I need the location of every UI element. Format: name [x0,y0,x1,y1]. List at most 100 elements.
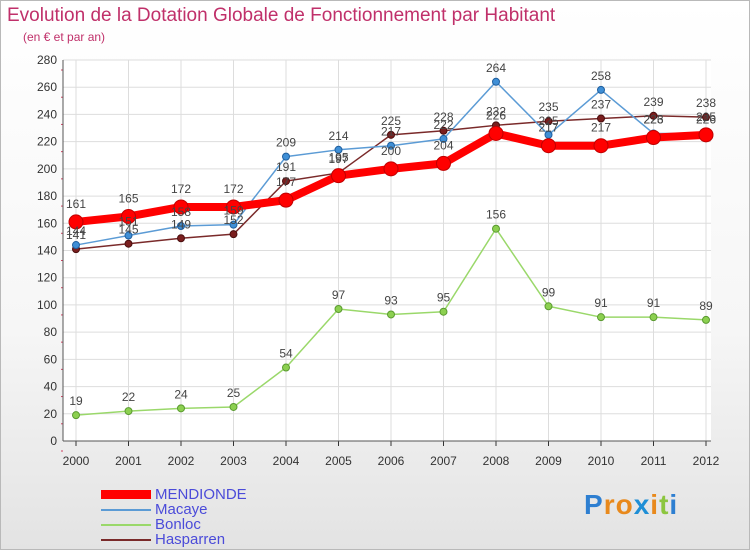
y-tick-label: 200 [37,162,57,176]
data-point-mendionde [593,138,609,154]
y-tick-label: 140 [37,244,57,258]
data-point-hasparren [439,126,448,135]
legend-label: Bonloc [155,516,201,533]
data-label-mendionde: 177 [276,175,296,189]
data-point-mendionde [121,208,136,224]
series-layer [68,77,714,420]
data-point-mendionde [646,130,661,146]
logo-letter: o [615,489,634,520]
data-point-bonloc [177,404,185,413]
data-label-bonloc: 91 [594,296,608,310]
data-label-bonloc: 93 [384,293,398,307]
y-tick-label: 40 [44,380,58,394]
data-label-bonloc: 89 [699,299,713,313]
data-point-macaye [124,231,133,240]
data-label-mendionde: 204 [433,138,453,152]
data-label-macaye: 226 [696,112,716,126]
legend-item-mendionde: MENDIONDE [101,487,247,502]
data-label-mendionde: 217 [591,121,611,135]
y-tick-label: 160 [37,216,57,230]
y-tick-label: 0 [50,434,57,448]
data-label-hasparren: 191 [276,160,296,174]
legend-swatch [101,490,151,499]
logo-letter: P [584,489,604,520]
x-tick-label: 2001 [115,454,142,468]
data-point-hasparren [387,130,395,139]
data-point-bonloc [597,313,605,322]
data-point-mendionde [436,155,451,171]
data-point-macaye [597,85,605,94]
data-label-bonloc: 91 [647,296,661,310]
data-point-macaye [492,77,500,86]
data-point-bonloc [702,315,710,324]
data-label-macaye: 225 [538,114,558,128]
data-point-bonloc [387,310,395,319]
data-point-macaye [439,134,448,143]
x-tick-label: 2002 [168,454,195,468]
x-tick-label: 2003 [220,454,247,468]
data-label-hasparren: 238 [696,96,716,110]
data-label-hasparren: 141 [66,228,86,242]
x-tick-label: 2011 [641,454,667,468]
legend-item-macaye: Macaye [101,502,247,517]
y-tick-label: 280 [37,53,57,67]
chart-title: Evolution de la Dotation Globale de Fonc… [7,5,556,26]
data-label-hasparren: 237 [591,98,611,112]
data-point-bonloc [544,302,553,311]
y-tick-label: 60 [44,352,58,366]
data-point-hasparren [702,113,710,122]
data-point-mendionde [68,214,84,230]
y-tick-label: 240 [37,107,57,121]
data-label-bonloc: 54 [279,347,293,361]
x-tick-label: 2008 [483,454,510,468]
data-point-bonloc [649,313,658,322]
data-label-bonloc: 25 [227,386,241,400]
data-point-bonloc [229,402,238,411]
logo-letter: x [633,489,651,520]
legend-label: Macaye [155,501,208,518]
y-tick-label: 260 [37,80,57,94]
data-point-macaye [229,220,238,229]
data-point-macaye [387,141,395,150]
x-tick-label: 2005 [325,454,352,468]
data-label-macaye: 159 [223,204,243,218]
y-tick-label: 180 [37,189,57,203]
data-label-mendionde: 223 [643,113,663,127]
proxiti-logo: Proxiti [584,489,678,521]
data-label-mendionde: 161 [66,197,86,211]
data-point-hasparren [229,230,238,239]
data-point-mendionde [278,192,294,208]
data-label-macaye: 222 [433,118,453,132]
data-label-layer: 144 151 158 159 209 214 217 222 264 225 258 226 226 1… [66,61,716,408]
axis-layer: 0 20 40 60 80 100 120 140 160 180 200 220 240 260 280 2… [37,53,720,468]
legend-swatch [101,523,151,526]
y-tick-label: 20 [44,407,58,421]
data-point-bonloc [334,305,343,314]
data-label-macaye: 226 [643,112,663,126]
data-label-bonloc: 95 [437,291,451,305]
y-tick-label: 100 [37,298,57,312]
legend-swatch [101,508,151,511]
data-label-hasparren: 197 [328,152,348,166]
data-point-mendionde [226,199,241,215]
data-point-hasparren [649,111,658,120]
data-point-mendionde [488,125,504,141]
legend-swatch [101,538,151,541]
data-label-macaye: 209 [276,136,296,150]
x-tick-label: 2010 [588,454,615,468]
data-label-hasparren: 228 [433,110,453,124]
data-label-macaye: 264 [486,61,506,75]
data-point-hasparren [177,234,185,243]
data-label-mendionde: 200 [381,144,401,158]
logo-letter: i [650,489,660,520]
x-tick-label: 2007 [430,454,457,468]
data-label-mendionde: 172 [171,182,191,196]
data-label-hasparren: 232 [486,104,506,118]
y-tick-label: 80 [44,325,58,339]
data-label-bonloc: 24 [174,387,188,401]
x-tick-label: 2012 [693,454,720,468]
data-label-hasparren: 239 [643,95,663,109]
data-point-mendionde [331,168,346,184]
